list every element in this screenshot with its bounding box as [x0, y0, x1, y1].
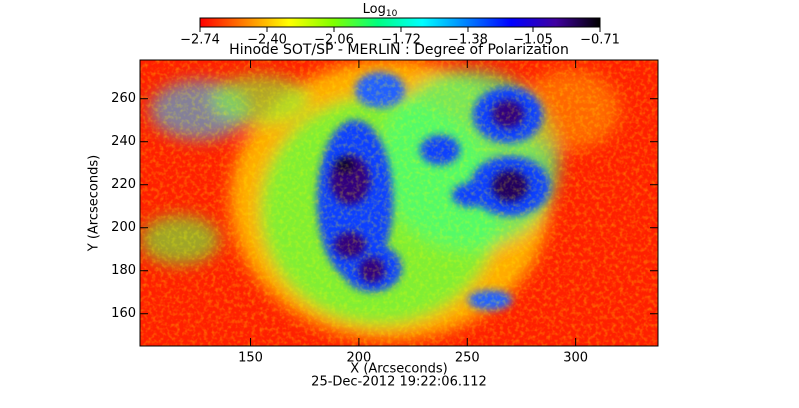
colorbar-tick-label: −2.06	[314, 33, 354, 48]
colorbar	[199, 17, 601, 28]
y-axis-label: Y (Arcseconds)	[87, 155, 102, 252]
chart-title: Hinode SOT/SP - MERLIN : Degree of Polar…	[229, 42, 569, 58]
polarization-image	[140, 60, 658, 346]
y-tick-label: 260	[111, 91, 136, 106]
y-tick-label: 220	[111, 177, 136, 192]
x-axis-label: X (Arcseconds)	[350, 362, 447, 377]
plot-frame	[139, 59, 659, 347]
y-tick-label: 160	[111, 306, 136, 321]
colorbar-title-base: Log	[363, 2, 386, 17]
y-tick-label: 240	[111, 134, 136, 149]
x-tick-label: 300	[563, 351, 588, 366]
footer: 25-Dec-2012 19:22:06.112	[311, 375, 487, 390]
y-tick-label: 180	[111, 263, 136, 278]
colorbar-tick-label: −2.74	[180, 33, 220, 48]
x-tick-label: 150	[238, 351, 263, 366]
y-tick-label: 200	[111, 220, 136, 235]
colorbar-title-subscript: 10	[386, 9, 398, 19]
x-tick-label: 250	[455, 351, 480, 366]
x-tick-label: 200	[346, 351, 371, 366]
colorbar-title: Log10	[363, 2, 398, 19]
colorbar-tick-label: −1.72	[381, 33, 421, 48]
colorbar-tick-label: −1.05	[513, 33, 553, 48]
colorbar-tick-label: −0.71	[580, 33, 620, 48]
colorbar-tick-label: −1.38	[448, 33, 488, 48]
colorbar-tick-label: −2.40	[247, 33, 287, 48]
